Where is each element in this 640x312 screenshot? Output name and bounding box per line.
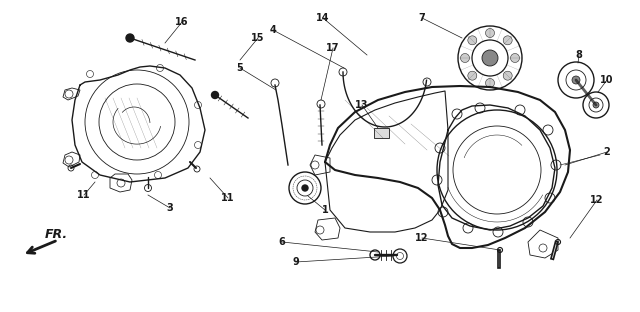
Text: 9: 9 [292, 257, 300, 267]
Text: 11: 11 [77, 190, 91, 200]
Bar [374, 128, 389, 138]
Text: 11: 11 [221, 193, 235, 203]
Circle shape [503, 36, 512, 45]
Text: 2: 2 [604, 147, 611, 157]
Text: 3: 3 [166, 203, 173, 213]
Text: 14: 14 [316, 13, 330, 23]
Text: 8: 8 [575, 50, 582, 60]
Circle shape [211, 91, 218, 99]
Text: 6: 6 [278, 237, 285, 247]
Text: FR.: FR. [45, 228, 68, 241]
Circle shape [593, 102, 599, 108]
Text: 7: 7 [419, 13, 426, 23]
Circle shape [126, 34, 134, 42]
Circle shape [482, 50, 498, 66]
Polygon shape [551, 241, 558, 259]
Text: 10: 10 [600, 75, 614, 85]
Circle shape [317, 100, 325, 108]
Circle shape [511, 53, 520, 62]
Circle shape [302, 185, 308, 191]
Text: 12: 12 [590, 195, 604, 205]
Circle shape [461, 53, 470, 62]
Polygon shape [497, 250, 500, 268]
Circle shape [468, 71, 477, 80]
Circle shape [503, 71, 512, 80]
Text: 4: 4 [269, 25, 276, 35]
Circle shape [486, 28, 495, 37]
Circle shape [468, 36, 477, 45]
Text: 5: 5 [237, 63, 243, 73]
Text: 12: 12 [415, 233, 429, 243]
Text: 16: 16 [175, 17, 189, 27]
Circle shape [486, 79, 495, 87]
Text: 17: 17 [326, 43, 340, 53]
Text: 1: 1 [322, 205, 328, 215]
Circle shape [572, 76, 580, 84]
Text: 13: 13 [355, 100, 369, 110]
Text: 15: 15 [252, 33, 265, 43]
